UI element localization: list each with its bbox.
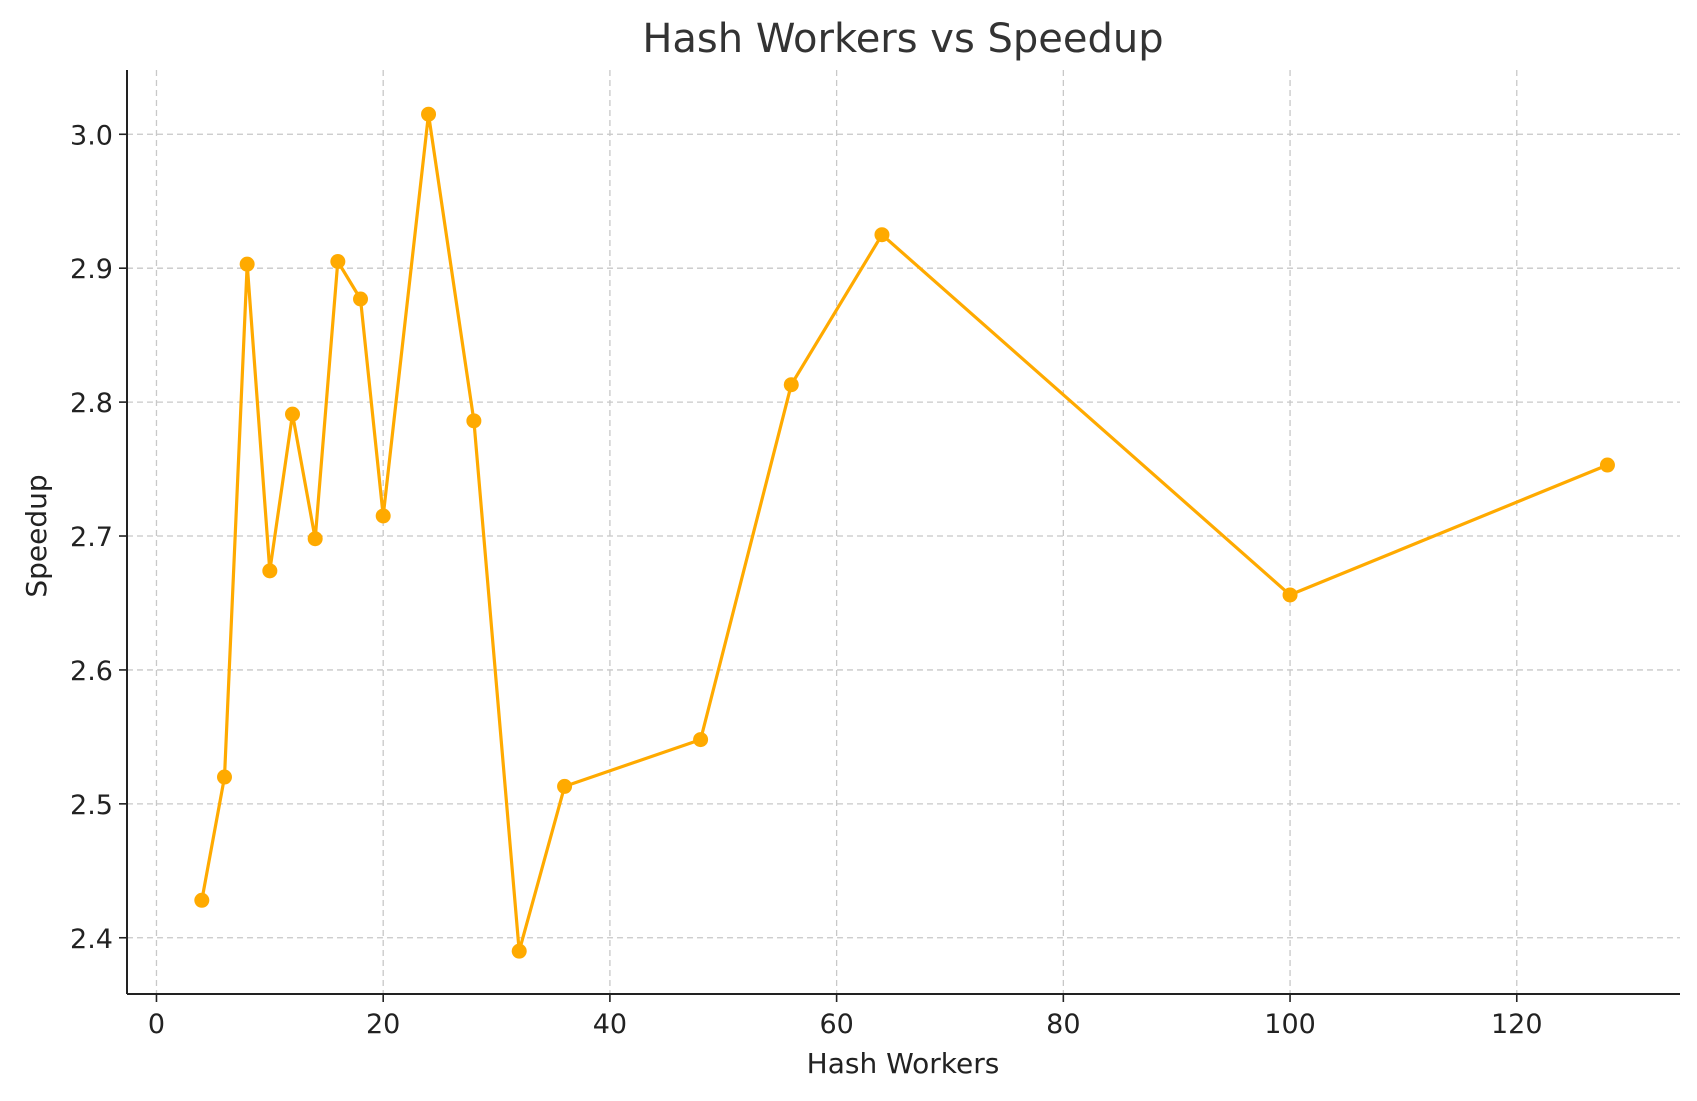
data-point [874, 227, 890, 243]
data-point [783, 377, 799, 393]
chart-title: Hash Workers vs Speedup [642, 16, 1163, 62]
grid [127, 70, 1680, 994]
axes-spines [126, 70, 1680, 995]
data-point [239, 256, 255, 272]
data-point [353, 291, 369, 307]
data-point [216, 769, 232, 785]
y-tick-label: 2.4 [70, 924, 113, 955]
x-tick-label: 100 [1264, 1009, 1316, 1040]
series [194, 106, 1615, 959]
y-axis-label: Speedup [20, 474, 53, 597]
x-tick-label: 120 [1491, 1009, 1543, 1040]
y-axis-ticks: 2.4 2.5 2.6 2.7 2.8 2.9 3.0 [70, 120, 127, 955]
y-tick-label: 2.8 [70, 388, 113, 419]
y-tick-label: 2.7 [70, 522, 113, 553]
data-point [421, 106, 437, 122]
x-tick-label: 20 [366, 1009, 400, 1040]
data-point [1599, 457, 1615, 473]
data-point [511, 943, 527, 959]
series-line [200, 112, 1609, 953]
data-point [466, 413, 482, 429]
data-point [194, 892, 210, 908]
x-axis-ticks: 0 20 40 60 80 100 120 [148, 994, 1543, 1040]
x-tick-label: 40 [593, 1009, 627, 1040]
y-tick-label: 2.6 [70, 656, 113, 687]
data-point [307, 531, 323, 547]
y-tick-label: 2.5 [70, 790, 113, 821]
data-point [557, 778, 573, 794]
x-axis-label: Hash Workers [807, 1047, 1000, 1080]
x-tick-label: 0 [148, 1009, 165, 1040]
y-tick-label: 2.9 [70, 254, 113, 285]
data-point [285, 406, 301, 422]
data-point [375, 508, 391, 524]
data-point [330, 253, 346, 269]
data-point [1282, 587, 1298, 603]
x-tick-label: 80 [1046, 1009, 1080, 1040]
data-point [693, 732, 709, 748]
x-tick-label: 60 [819, 1009, 853, 1040]
data-point [262, 563, 278, 579]
y-tick-label: 3.0 [70, 120, 113, 151]
